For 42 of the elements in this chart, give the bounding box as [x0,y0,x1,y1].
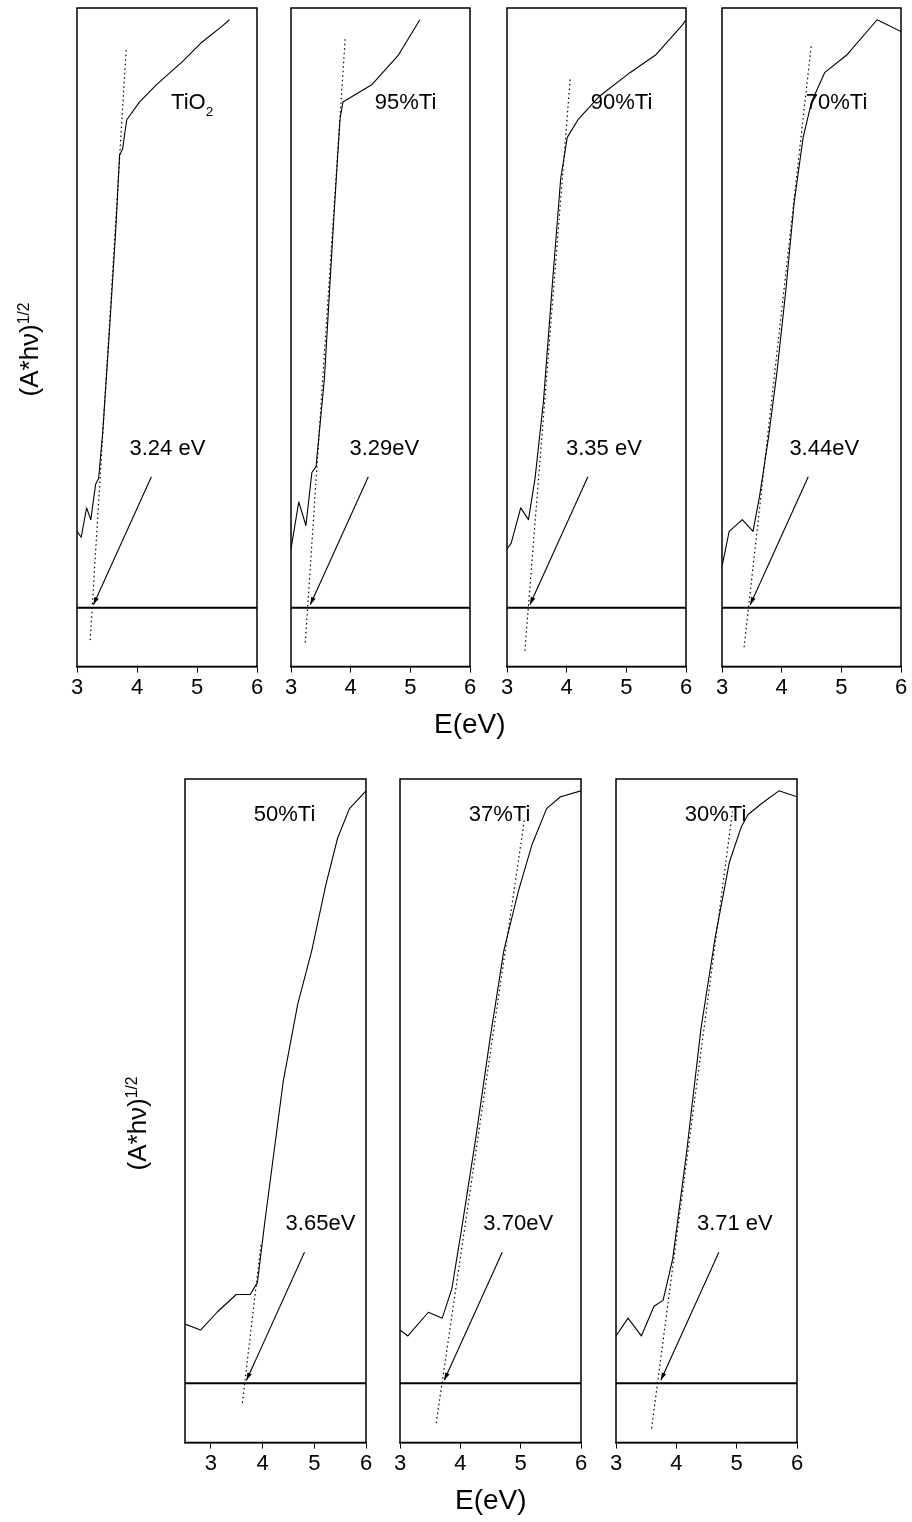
text: 50%Ti [253,800,316,826]
x-tick-label: 4 [454,1449,467,1475]
annotation: 3.65eV [285,1210,356,1236]
x-tick-label: 6 [679,673,693,699]
x-tick-label: 6 [574,1449,588,1475]
x-tick-label: 3 [70,673,84,699]
x-tick-label: 3 [204,1449,217,1475]
text: 37%Ti [468,800,531,826]
x-tick-label: 6 [359,1449,373,1475]
annotation: 3.70eV [483,1210,554,1236]
x-tick-label: 5 [620,673,633,699]
x-tick-label: 4 [256,1449,269,1475]
x-tick-label: 5 [190,673,204,699]
annotation: 3.24 eV [129,434,206,460]
x-tick-label: 6 [250,673,264,699]
x-tick-label: 4 [344,673,357,699]
x-axis-title: E(eV) [434,708,506,740]
annotation: 3.71 eV [696,1210,774,1236]
x-tick-label: 4 [560,673,573,699]
x-tick-label: 6 [894,673,908,699]
annotation: 3.29eV [349,434,420,460]
x-tick-label: 3 [500,673,514,699]
x-tick-label: 4 [775,673,788,699]
text: 90%Ti [590,89,653,115]
x-tick-label: 5 [835,673,848,699]
x-tick-label: 3 [393,1449,407,1475]
text: 95%Ti [374,89,437,115]
x-tick-label: 6 [790,1449,804,1475]
annotation: 3.35 eV [565,434,643,460]
x-tick-label: 4 [130,673,144,699]
x-tick-label: 4 [670,1449,683,1475]
text: 30%Ti [684,800,747,826]
x-tick-label: 5 [514,1449,527,1475]
x-tick-label: 5 [308,1449,321,1475]
x-axis-title: E(eV) [455,1484,527,1516]
x-tick-label: 5 [730,1449,743,1475]
x-tick-label: 3 [715,673,729,699]
annotation: 3.44eV [789,434,860,460]
x-tick-label: 3 [284,673,298,699]
x-tick-label: 5 [404,673,417,699]
x-tick-label: 6 [463,673,477,699]
x-tick-label: 3 [609,1449,623,1475]
